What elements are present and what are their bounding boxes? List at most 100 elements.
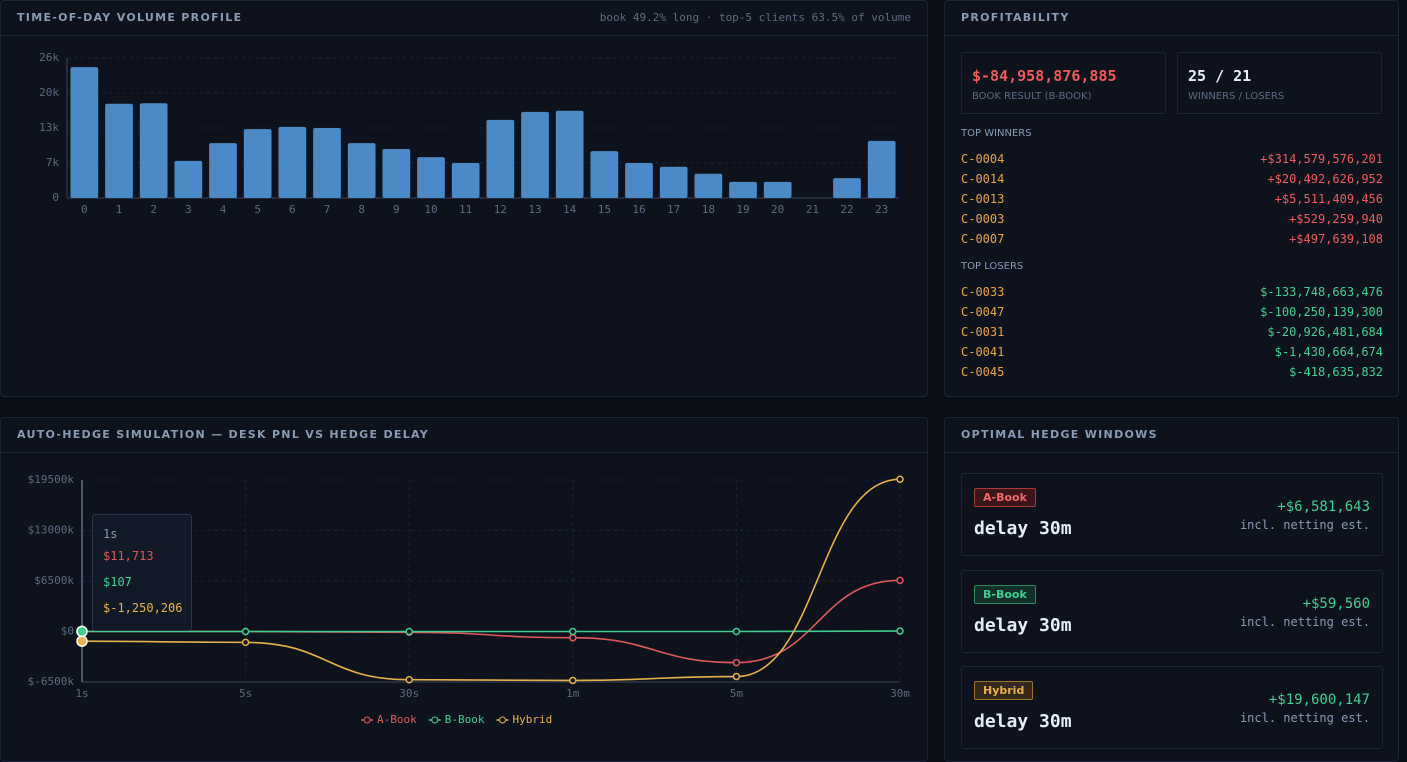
list-row: C-0045 $-418,635,832 (961, 365, 1383, 383)
list-row: C-0031 $-20,926,481,684 (961, 325, 1383, 343)
y-tick-label: $-6500k (28, 675, 75, 688)
x-tick-label: 1s (75, 687, 88, 700)
amount: $-20,926,481,684 (1267, 325, 1383, 339)
y-tick-label: 20k (39, 86, 59, 99)
list-title: TOP LOSERS (961, 261, 1024, 272)
x-tick-label: 14 (563, 203, 577, 216)
point (241, 638, 250, 647)
tooltip-value: $11,713 (103, 549, 154, 563)
delay: delay 30m (974, 711, 1072, 732)
stat-value: 25 / 21 (1188, 67, 1252, 85)
amount: +$19,600,147 (1268, 692, 1370, 708)
client-id: C-0041 (961, 345, 1005, 359)
y-tick-label: 26k (39, 51, 59, 64)
delay: delay 30m (974, 518, 1072, 539)
bar (590, 151, 619, 198)
stat-label: BOOK RESULT (B-BOOK) (972, 91, 1092, 102)
panel-title: OPTIMAL HEDGE WINDOWS (961, 428, 1158, 441)
bar (243, 129, 272, 198)
point (76, 625, 88, 638)
point (76, 635, 88, 647)
x-tick-label: 30m (890, 687, 910, 700)
point (569, 676, 577, 685)
x-tick-label: 9 (393, 203, 400, 216)
list-row: C-0007 +$497,639,108 (961, 232, 1383, 250)
point (732, 627, 741, 636)
point (896, 475, 904, 483)
x-tick-label: 21 (806, 203, 819, 216)
amount: +$59,560 (1302, 595, 1370, 612)
list-row: C-0013 +$5,511,409,456 (961, 192, 1383, 210)
client-id: C-0004 (961, 152, 1005, 166)
y-tick-label: 7k (46, 156, 60, 169)
x-tick-label: 4 (220, 203, 227, 216)
x-tick-label: 2 (150, 203, 157, 216)
bar (451, 163, 480, 198)
bar (486, 119, 515, 198)
bar (313, 128, 341, 198)
x-tick-label: 18 (702, 203, 715, 216)
bar (729, 181, 757, 198)
stat-card: 25 / 21 WINNERS / LOSERS (1177, 52, 1382, 114)
amount: +$314,579,576,201 (1260, 152, 1383, 166)
list-row: C-0014 +$20,492,626,952 (961, 172, 1383, 190)
point (405, 627, 413, 636)
x-tick-label: 7 (324, 203, 331, 216)
note: incl. netting est. (1239, 711, 1370, 725)
bar (833, 178, 861, 198)
legend-label: A-Book (377, 713, 417, 726)
bar (347, 143, 376, 198)
amount: +$20,492,626,952 (1267, 172, 1383, 186)
bar (174, 160, 203, 198)
x-tick-label: 20 (771, 203, 784, 216)
x-tick-label: 11 (459, 203, 472, 216)
client-id: C-0003 (961, 212, 1005, 226)
x-tick-label: 1 (116, 203, 123, 216)
series-line (81, 579, 901, 664)
bar (659, 166, 688, 198)
client-id: C-0047 (961, 305, 1005, 319)
point (569, 627, 577, 636)
x-tick-label: 5m (730, 687, 744, 700)
bar (763, 181, 792, 198)
legend-label: B-Book (445, 713, 485, 726)
x-tick-label: 30s (399, 687, 419, 700)
note: incl. netting est. (1239, 614, 1370, 629)
x-tick-label: 0 (81, 203, 88, 216)
point (732, 658, 741, 667)
volume-panel: TIME-OF-DAY VOLUME PROFILE book 49.2% lo… (0, 0, 928, 397)
amount: +$497,639,108 (1289, 232, 1383, 246)
amount: +$5,511,409,456 (1274, 192, 1383, 206)
bar (139, 103, 168, 198)
tooltip: 1s $11,713 $107 $-1,250,206 (92, 514, 192, 631)
list-row: C-0041 $-1,430,664,674 (961, 345, 1383, 363)
list-row: C-0033 $-133,748,663,476 (961, 285, 1383, 303)
bar (417, 157, 445, 198)
bar (105, 103, 133, 198)
client-id: C-0007 (961, 232, 1005, 246)
pnl-chart: $-6500k $0 $6500k $13000k $19500k 1s 5s 30s 1m 5m… (28, 473, 911, 726)
bar (521, 111, 549, 198)
amount: $-418,635,832 (1289, 365, 1383, 379)
x-tick-label: 16 (632, 203, 645, 216)
x-tick-label: 17 (667, 203, 680, 216)
bar (382, 149, 411, 198)
point (896, 627, 904, 635)
x-tick-label: 3 (185, 203, 192, 216)
x-tick-label: 5 (254, 203, 261, 216)
list-row: C-0047 $-100,250,139,300 (961, 305, 1383, 323)
bar (70, 67, 99, 199)
list-row: C-0003 +$529,259,940 (961, 212, 1383, 230)
y-tick-label: 0 (52, 191, 59, 204)
book-tag: A-Book (974, 488, 1036, 507)
delay: delay 30m (974, 614, 1072, 636)
bar (625, 163, 653, 198)
x-tick-label: 22 (840, 203, 853, 216)
hedge-card: A-Book delay 30m +$6,581,643 incl. netting … (961, 473, 1383, 556)
legend-label: Hybrid (513, 713, 553, 726)
x-tick-label: 12 (494, 203, 507, 216)
bar (209, 143, 237, 198)
x-tick-label: 10 (424, 203, 437, 216)
y-tick-label: $19500k (28, 473, 75, 486)
x-tick-label: 15 (598, 203, 611, 216)
